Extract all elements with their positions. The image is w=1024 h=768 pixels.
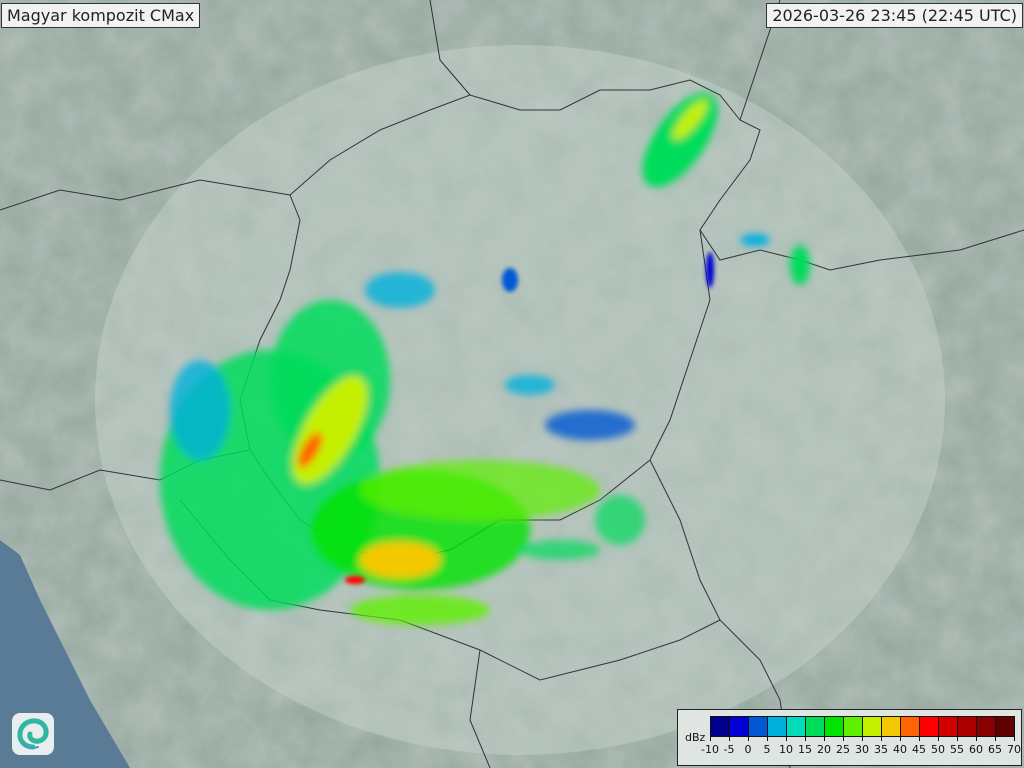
- legend-bin: [787, 717, 806, 736]
- legend-tick-mark: [843, 736, 844, 741]
- legend-tick-label: 65: [988, 743, 1002, 756]
- legend-tick-mark: [767, 736, 768, 741]
- legend-colorbar: [710, 716, 1015, 737]
- legend-tick-mark: [786, 736, 787, 741]
- dbz-legend: dBz -10 -5 0 5 10 15 20 25 30 35 40 45 50 55 60 65 70: [677, 709, 1022, 766]
- legend-unit: dBz: [685, 731, 706, 744]
- legend-tick-mark: [900, 736, 901, 741]
- legend-tick-mark: [862, 736, 863, 741]
- legend-tick-label: 45: [912, 743, 926, 756]
- legend-tick-mark: [1014, 736, 1015, 741]
- legend-tick-label: 40: [893, 743, 907, 756]
- legend-ticks: -10 -5 0 5 10 15 20 25 30 35 40 45 50 55 60 65 70: [701, 743, 1021, 759]
- legend-bin: [958, 717, 977, 736]
- legend-bin: [901, 717, 920, 736]
- legend-tick-mark: [805, 736, 806, 741]
- legend-tick-label: 25: [836, 743, 850, 756]
- legend-bin: [806, 717, 825, 736]
- legend-bin: [844, 717, 863, 736]
- legend-tick-mark: [710, 736, 711, 741]
- legend-bin: [768, 717, 787, 736]
- legend-bin: [825, 717, 844, 736]
- swirl-logo-icon: [12, 713, 54, 755]
- legend-bin: [920, 717, 939, 736]
- legend-bin: [730, 717, 749, 736]
- legend-tick-mark: [881, 736, 882, 741]
- legend-bin: [882, 717, 901, 736]
- legend-tick-label: 20: [817, 743, 831, 756]
- legend-tick-mark: [824, 736, 825, 741]
- legend-tick-mark: [919, 736, 920, 741]
- legend-tick-label: 15: [798, 743, 812, 756]
- legend-tick-mark: [748, 736, 749, 741]
- timestamp: 2026-03-26 23:45 (22:45 UTC): [766, 3, 1023, 28]
- legend-tick-label: 35: [874, 743, 888, 756]
- legend-bin: [863, 717, 882, 736]
- legend-tick-label: 70: [1007, 743, 1021, 756]
- legend-tick-mark: [938, 736, 939, 741]
- legend-bin: [996, 717, 1014, 736]
- product-title: Magyar kompozit CMax: [1, 3, 201, 28]
- legend-tick-mark: [957, 736, 958, 741]
- legend-tick-mark: [995, 736, 996, 741]
- legend-tick-label: 10: [779, 743, 793, 756]
- legend-tick-mark: [729, 736, 730, 741]
- legend-tick-label: -5: [723, 743, 735, 756]
- legend-bin: [939, 717, 958, 736]
- legend-tick-label: -10: [701, 743, 719, 756]
- legend-tick-label: 55: [950, 743, 964, 756]
- radar-echoes: [160, 92, 810, 625]
- legend-tick-label: 5: [763, 743, 771, 756]
- legend-tick-label: 60: [969, 743, 983, 756]
- legend-tick-mark: [976, 736, 977, 741]
- legend-tick-label: 50: [931, 743, 945, 756]
- legend-tick-label: 0: [744, 743, 752, 756]
- legend-bin: [711, 717, 730, 736]
- legend-bin: [749, 717, 768, 736]
- adriatic-sea: [0, 540, 130, 768]
- legend-bin: [977, 717, 996, 736]
- legend-tick-label: 30: [855, 743, 869, 756]
